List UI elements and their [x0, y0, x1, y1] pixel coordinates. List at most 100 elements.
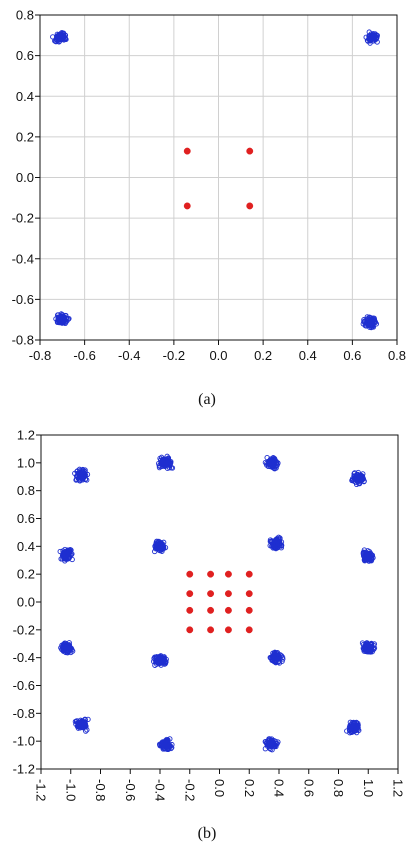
x-tick-label: 0.8 [388, 348, 406, 363]
received-point [280, 656, 286, 662]
x-tick-label: -0.8 [93, 779, 108, 801]
symbol-cluster [344, 719, 362, 736]
x-tick-label: 0.0 [212, 779, 227, 797]
x-tick-label: -1.2 [34, 779, 49, 801]
reference-point [186, 570, 194, 578]
received-point [347, 719, 354, 725]
received-point [169, 741, 175, 748]
received-point [346, 727, 353, 734]
received-point [266, 742, 272, 748]
y-tick-label: -0.4 [13, 650, 35, 665]
received-point [356, 474, 363, 480]
chart-a: -0.8 -0.6 -0.4 -0.2 0.0 0.2 0.4 0.6 0.8 0.8 0.6 0.4… [12, 8, 406, 364]
received-point [366, 550, 372, 557]
received-point [62, 555, 68, 562]
symbol-cluster [72, 716, 91, 734]
received-point [57, 32, 63, 39]
y-tick-label: 0.2 [17, 567, 35, 582]
reference-point [207, 570, 215, 578]
y-tick-label: 0.8 [16, 8, 34, 23]
received-point [74, 476, 80, 482]
y-tick-label: -0.4 [12, 251, 34, 266]
symbol-cluster [58, 640, 76, 656]
symbol-cluster [72, 466, 91, 484]
x-tick-label: -1.0 [63, 779, 78, 801]
received-point [369, 323, 375, 330]
received-point [371, 36, 378, 43]
reference-point [245, 590, 253, 598]
received-point [81, 723, 87, 729]
reference-point [246, 202, 254, 210]
received-point [163, 743, 169, 749]
y-tick-label: 0.4 [16, 89, 34, 104]
received-point [73, 477, 79, 483]
symbol-cluster [359, 640, 378, 655]
y-tick-label: 1.0 [17, 455, 35, 470]
received-point [269, 743, 275, 749]
received-point [153, 539, 159, 545]
symbol-cluster [267, 534, 285, 552]
received-point [156, 661, 162, 667]
y-tick-label: 0.6 [16, 48, 34, 63]
received-point [272, 459, 278, 465]
symbol-cluster [151, 653, 169, 668]
y-tick-label: 0.0 [16, 170, 34, 185]
received-point [356, 476, 362, 482]
y-tick-label: -0.2 [13, 622, 35, 637]
y-tick-label: 0.4 [17, 539, 35, 554]
received-point [262, 746, 269, 752]
received-point [361, 478, 367, 484]
received-point [157, 741, 163, 747]
received-point [360, 471, 366, 477]
y-tick-label: 0.0 [17, 595, 35, 610]
x-tick-label: 0.6 [343, 348, 361, 363]
symbol-cluster [360, 314, 379, 331]
received-point [65, 547, 71, 554]
received-point [350, 719, 357, 726]
received-point [161, 457, 168, 463]
received-point [61, 553, 68, 560]
received-point [366, 644, 372, 651]
received-point [162, 463, 168, 469]
reference-point [224, 590, 232, 598]
received-point [169, 465, 176, 471]
received-point [265, 463, 271, 470]
received-point [364, 37, 371, 44]
x-tick-label: -0.2 [182, 779, 197, 801]
received-point [271, 655, 277, 661]
x-tick-label: 0.0 [209, 348, 227, 363]
received-point [368, 640, 375, 647]
received-point [161, 661, 168, 667]
received-point [59, 313, 65, 319]
received-point [347, 730, 353, 736]
received-point [273, 650, 280, 656]
symbol-cluster [360, 547, 376, 564]
y-tick-label: -1.2 [13, 762, 35, 777]
received-point [271, 465, 277, 471]
received-point [153, 541, 159, 547]
x-tick-label: -0.6 [123, 779, 138, 801]
x-tick-label: 1.2 [391, 779, 406, 797]
received-point [84, 727, 90, 733]
reference-point [224, 606, 232, 614]
x-tick-label: -0.4 [153, 779, 168, 801]
received-point [55, 312, 61, 318]
received-point [272, 466, 278, 472]
received-point [159, 660, 165, 666]
caption-a: (a) [198, 391, 216, 408]
received-point [76, 720, 82, 726]
received-point [61, 647, 67, 654]
x-tick-label: -0.4 [118, 348, 140, 363]
received-point [73, 721, 79, 727]
y-tick-label: -0.2 [12, 211, 34, 226]
symbol-cluster [349, 469, 367, 488]
received-point [366, 557, 372, 563]
symbol-cluster [50, 29, 69, 45]
x-tick-label: 0.2 [254, 348, 272, 363]
reference-point [183, 147, 191, 155]
y-tick-label: -0.8 [13, 706, 35, 721]
chart-b: -1.2 -1.0 -0.8 -0.6 -0.4 -0.2 0.0 0.2 0.4 0.6 0.8 1… [13, 428, 406, 802]
received-point [69, 556, 75, 563]
received-point [361, 547, 368, 553]
received-point [62, 314, 68, 320]
